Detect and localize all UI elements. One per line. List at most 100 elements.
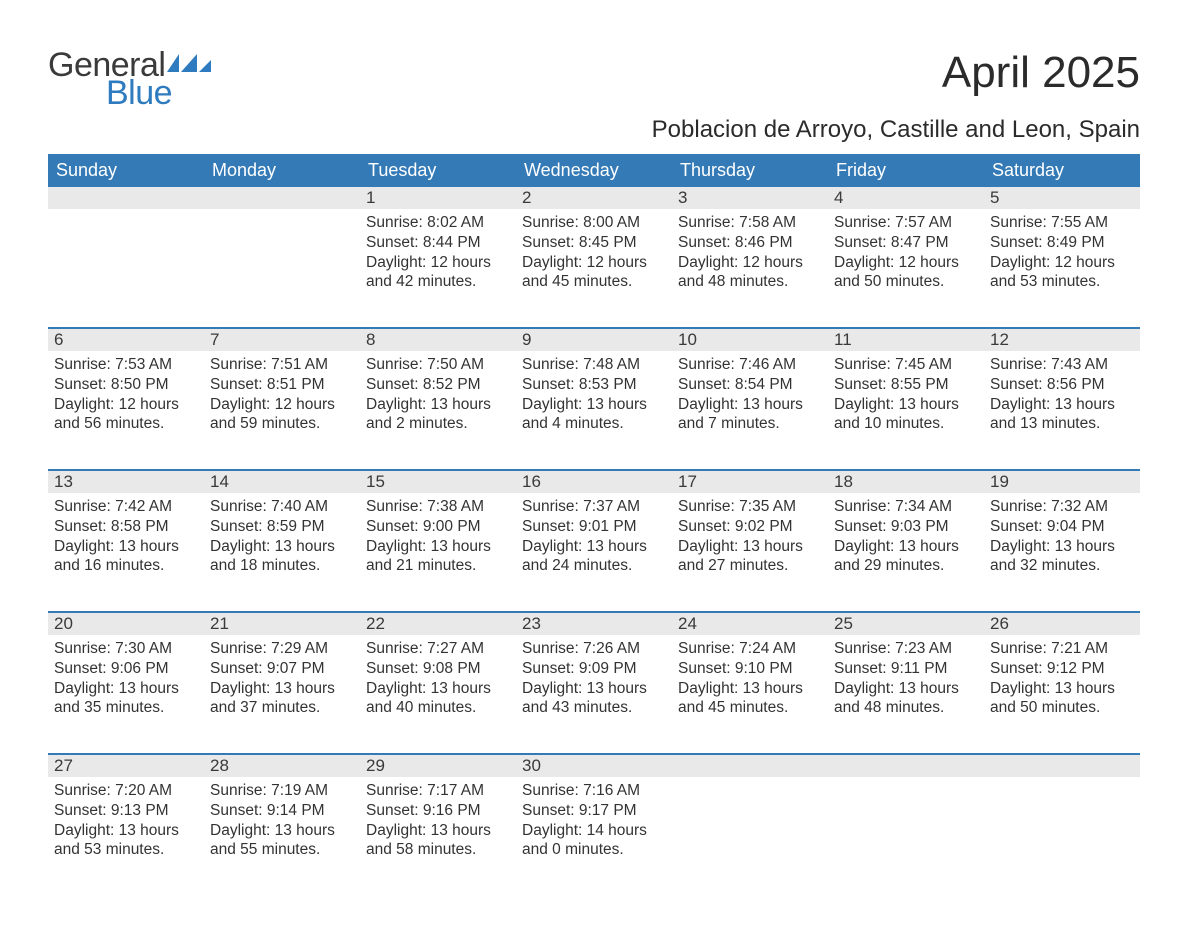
daynum-band: 19 — [984, 471, 1140, 493]
sunrise-line: Sunrise: 7:24 AM — [678, 639, 822, 659]
day-body: Sunrise: 7:38 AMSunset: 9:00 PMDaylight:… — [360, 493, 516, 582]
weekday-header: Sunday — [48, 154, 204, 187]
week-row: 27Sunrise: 7:20 AMSunset: 9:13 PMDayligh… — [48, 753, 1140, 885]
day-body: Sunrise: 7:37 AMSunset: 9:01 PMDaylight:… — [516, 493, 672, 582]
sunset-line: Sunset: 9:08 PM — [366, 659, 510, 679]
day-cell: 6Sunrise: 7:53 AMSunset: 8:50 PMDaylight… — [48, 329, 204, 459]
sunset-line: Sunset: 8:56 PM — [990, 375, 1134, 395]
day-body: Sunrise: 7:53 AMSunset: 8:50 PMDaylight:… — [48, 351, 204, 440]
daynum-band: 10 — [672, 329, 828, 351]
weekday-header: Monday — [204, 154, 360, 187]
day-cell: 2Sunrise: 8:00 AMSunset: 8:45 PMDaylight… — [516, 187, 672, 317]
daynum-band: 24 — [672, 613, 828, 635]
sunset-line: Sunset: 9:00 PM — [366, 517, 510, 537]
week-row: 13Sunrise: 7:42 AMSunset: 8:58 PMDayligh… — [48, 469, 1140, 601]
daynum-band: 30 — [516, 755, 672, 777]
day-number: 15 — [360, 471, 516, 492]
daynum-band: 16 — [516, 471, 672, 493]
daylight-line-2: and 4 minutes. — [522, 414, 666, 434]
daynum-band: 11 — [828, 329, 984, 351]
day-cell: 30Sunrise: 7:16 AMSunset: 9:17 PMDayligh… — [516, 755, 672, 885]
daylight-line-2: and 21 minutes. — [366, 556, 510, 576]
sunrise-line: Sunrise: 7:38 AM — [366, 497, 510, 517]
daylight-line-1: Daylight: 13 hours — [54, 679, 198, 699]
day-body: Sunrise: 7:17 AMSunset: 9:16 PMDaylight:… — [360, 777, 516, 866]
day-number: 1 — [360, 187, 516, 208]
day-body: Sunrise: 8:02 AMSunset: 8:44 PMDaylight:… — [360, 209, 516, 298]
daynum-band: 25 — [828, 613, 984, 635]
day-body: Sunrise: 7:50 AMSunset: 8:52 PMDaylight:… — [360, 351, 516, 440]
sunset-line: Sunset: 9:07 PM — [210, 659, 354, 679]
sunrise-line: Sunrise: 7:26 AM — [522, 639, 666, 659]
daylight-line-2: and 48 minutes. — [834, 698, 978, 718]
weeks-container: 1Sunrise: 8:02 AMSunset: 8:44 PMDaylight… — [48, 187, 1140, 885]
daynum-band: 7 — [204, 329, 360, 351]
daynum-band: 18 — [828, 471, 984, 493]
daylight-line-2: and 59 minutes. — [210, 414, 354, 434]
location-subtitle: Poblacion de Arroyo, Castille and Leon, … — [48, 116, 1140, 144]
day-body: Sunrise: 7:23 AMSunset: 9:11 PMDaylight:… — [828, 635, 984, 724]
daynum-band: 15 — [360, 471, 516, 493]
daylight-line-1: Daylight: 12 hours — [522, 253, 666, 273]
sunrise-line: Sunrise: 7:16 AM — [522, 781, 666, 801]
day-cell: 26Sunrise: 7:21 AMSunset: 9:12 PMDayligh… — [984, 613, 1140, 743]
day-number: 2 — [516, 187, 672, 208]
daynum-band: 27 — [48, 755, 204, 777]
weekday-header: Thursday — [672, 154, 828, 187]
week-row: 1Sunrise: 8:02 AMSunset: 8:44 PMDaylight… — [48, 187, 1140, 317]
daylight-line-1: Daylight: 13 hours — [678, 395, 822, 415]
daylight-line-1: Daylight: 13 hours — [834, 395, 978, 415]
daynum-band — [984, 755, 1140, 777]
daylight-line-2: and 35 minutes. — [54, 698, 198, 718]
sunrise-line: Sunrise: 7:53 AM — [54, 355, 198, 375]
sunrise-line: Sunrise: 7:21 AM — [990, 639, 1134, 659]
daylight-line-1: Daylight: 12 hours — [678, 253, 822, 273]
day-number: 9 — [516, 329, 672, 350]
row-spacer — [48, 317, 1140, 327]
daynum-band: 20 — [48, 613, 204, 635]
day-cell: 27Sunrise: 7:20 AMSunset: 9:13 PMDayligh… — [48, 755, 204, 885]
day-number: 29 — [360, 755, 516, 776]
day-cell: 29Sunrise: 7:17 AMSunset: 9:16 PMDayligh… — [360, 755, 516, 885]
day-number: 23 — [516, 613, 672, 634]
sunset-line: Sunset: 9:14 PM — [210, 801, 354, 821]
day-body: Sunrise: 7:30 AMSunset: 9:06 PMDaylight:… — [48, 635, 204, 724]
sunset-line: Sunset: 8:47 PM — [834, 233, 978, 253]
sunset-line: Sunset: 9:02 PM — [678, 517, 822, 537]
daylight-line-1: Daylight: 13 hours — [366, 821, 510, 841]
day-body: Sunrise: 7:45 AMSunset: 8:55 PMDaylight:… — [828, 351, 984, 440]
sunrise-line: Sunrise: 7:19 AM — [210, 781, 354, 801]
day-number: 26 — [984, 613, 1140, 634]
day-cell: 22Sunrise: 7:27 AMSunset: 9:08 PMDayligh… — [360, 613, 516, 743]
sunrise-line: Sunrise: 7:20 AM — [54, 781, 198, 801]
day-cell: 20Sunrise: 7:30 AMSunset: 9:06 PMDayligh… — [48, 613, 204, 743]
daylight-line-1: Daylight: 13 hours — [54, 537, 198, 557]
sunrise-line: Sunrise: 7:58 AM — [678, 213, 822, 233]
daynum-band: 1 — [360, 187, 516, 209]
sunset-line: Sunset: 9:10 PM — [678, 659, 822, 679]
daylight-line-1: Daylight: 13 hours — [366, 537, 510, 557]
daylight-line-2: and 32 minutes. — [990, 556, 1134, 576]
day-number: 16 — [516, 471, 672, 492]
daynum-band: 29 — [360, 755, 516, 777]
daylight-line-2: and 2 minutes. — [366, 414, 510, 434]
sunset-line: Sunset: 9:04 PM — [990, 517, 1134, 537]
sunset-line: Sunset: 9:01 PM — [522, 517, 666, 537]
weekday-header: Saturday — [984, 154, 1140, 187]
daylight-line-2: and 42 minutes. — [366, 272, 510, 292]
daylight-line-2: and 24 minutes. — [522, 556, 666, 576]
sunrise-line: Sunrise: 7:23 AM — [834, 639, 978, 659]
day-number: 27 — [48, 755, 204, 776]
empty-day-cell — [48, 187, 204, 317]
row-spacer — [48, 459, 1140, 469]
sunset-line: Sunset: 8:51 PM — [210, 375, 354, 395]
sunrise-line: Sunrise: 7:55 AM — [990, 213, 1134, 233]
weekday-header: Friday — [828, 154, 984, 187]
sunrise-line: Sunrise: 8:00 AM — [522, 213, 666, 233]
daylight-line-2: and 37 minutes. — [210, 698, 354, 718]
day-body: Sunrise: 7:57 AMSunset: 8:47 PMDaylight:… — [828, 209, 984, 298]
day-body: Sunrise: 7:55 AMSunset: 8:49 PMDaylight:… — [984, 209, 1140, 298]
daylight-line-1: Daylight: 12 hours — [366, 253, 510, 273]
day-body: Sunrise: 7:19 AMSunset: 9:14 PMDaylight:… — [204, 777, 360, 866]
calendar-page: General Blue April 2025 Poblacion de Arr… — [0, 0, 1188, 925]
